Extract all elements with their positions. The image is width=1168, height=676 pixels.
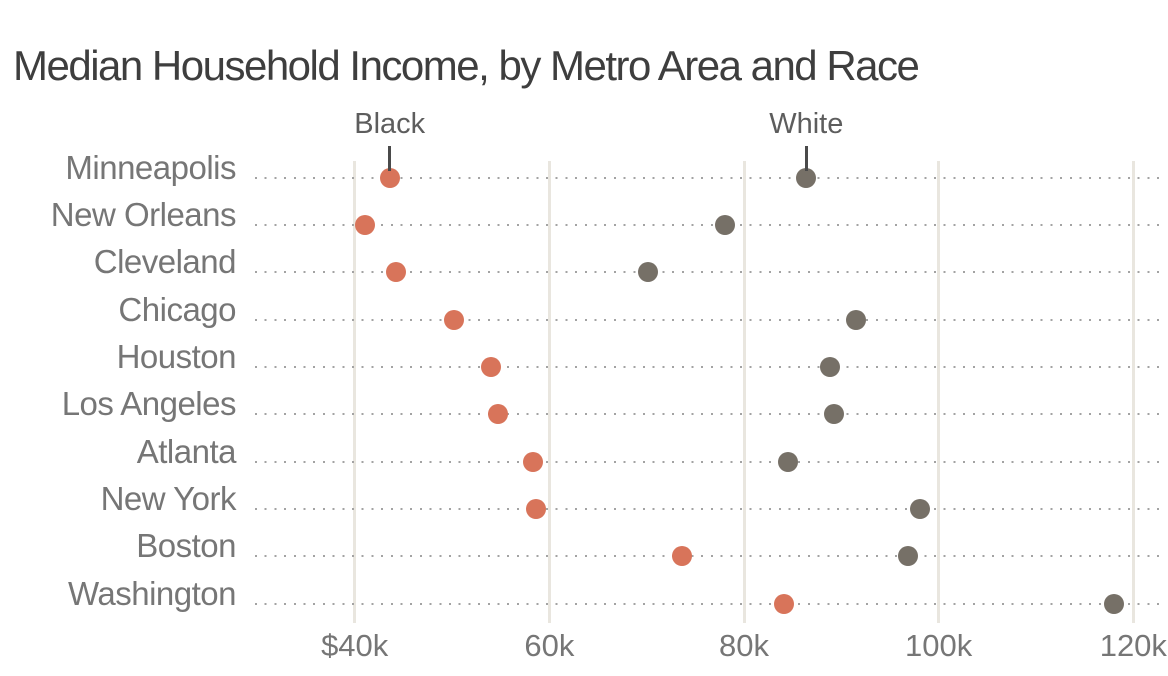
row-label-new-york: New York: [100, 479, 237, 517]
gridline-60k: [547, 161, 551, 623]
gridline-80k: [742, 161, 746, 623]
row-label-new-orleans: New Orleans: [50, 195, 237, 233]
x-axis-tick-80k: 80k: [719, 628, 769, 663]
x-axis-tick-120k: 120k: [1099, 628, 1167, 663]
row-guide-minneapolis: [255, 176, 1164, 179]
legend-leader-line-white: [804, 146, 808, 171]
legend-label-white: White: [769, 108, 844, 140]
row-guide-los-angeles: [255, 413, 1164, 416]
gridline-100k: [937, 161, 941, 623]
row-label-houston: Houston: [116, 337, 237, 375]
legend-label-black: Black: [354, 108, 426, 140]
dot-white-boston: [897, 546, 918, 567]
dot-white-new-orleans: [714, 214, 735, 235]
gridline-120k: [1131, 161, 1135, 623]
x-axis-tick-100k: 100k: [905, 628, 973, 663]
dot-white-chicago: [845, 309, 866, 330]
row-label-cleveland: Cleveland: [93, 243, 237, 281]
dot-white-minneapolis: [796, 167, 817, 188]
row-label-atlanta: Atlanta: [136, 432, 237, 470]
dot-black-boston: [671, 546, 692, 567]
row-guide-houston: [255, 365, 1164, 368]
dot-black-los-angeles: [487, 404, 508, 425]
dot-black-cleveland: [385, 262, 406, 283]
row-guide-boston: [255, 555, 1164, 558]
row-guide-new-orleans: [255, 223, 1164, 226]
dot-white-washington: [1103, 593, 1124, 614]
row-guide-atlanta: [255, 460, 1164, 463]
row-guide-washington: [255, 602, 1164, 605]
x-axis-tick-40k: $40k: [321, 628, 389, 663]
dot-white-cleveland: [637, 262, 658, 283]
dot-white-houston: [819, 356, 840, 377]
row-label-chicago: Chicago: [118, 290, 236, 328]
dot-black-minneapolis: [379, 167, 400, 188]
row-label-boston: Boston: [136, 527, 236, 565]
gridline-40k: [353, 161, 357, 623]
row-guide-cleveland: [255, 271, 1164, 274]
row-label-minneapolis: Minneapolis: [65, 148, 236, 186]
x-axis-tick-60k: 60k: [524, 628, 575, 663]
row-label-los-angeles: Los Angeles: [61, 385, 237, 423]
dot-white-los-angeles: [823, 404, 844, 425]
dot-black-washington: [773, 593, 794, 614]
legend-leader-line-black: [388, 146, 392, 171]
dot-black-new-orleans: [355, 214, 376, 235]
row-label-washington: Washington: [67, 574, 237, 612]
dot-white-atlanta: [777, 451, 798, 472]
chart-title: Median Household Income, by Metro Area a…: [13, 42, 920, 89]
dot-black-houston: [480, 356, 501, 377]
row-guide-new-york: [255, 507, 1164, 510]
dot-white-new-york: [910, 498, 931, 519]
dot-black-new-york: [525, 498, 546, 519]
dot-black-chicago: [443, 309, 464, 330]
row-guide-chicago: [255, 318, 1164, 321]
dot-black-atlanta: [522, 451, 543, 472]
